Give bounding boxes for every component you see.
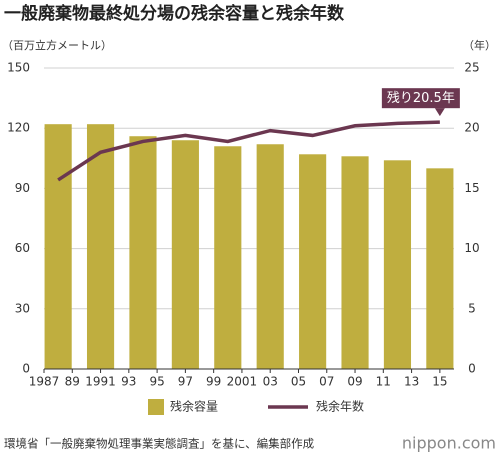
annotation-pointer <box>434 108 445 117</box>
legend-label: 残余年数 <box>316 399 364 414</box>
annotation: 残り20.5年 <box>387 91 455 106</box>
bar <box>341 156 369 369</box>
y-axis-label: （百万立方メートル） <box>2 38 112 52</box>
line <box>57 120 440 182</box>
x-tick-label: 11 <box>376 375 391 389</box>
bar <box>171 140 199 369</box>
x-tick-label: 13 <box>404 375 419 389</box>
y-tick-label: 60 <box>15 241 30 255</box>
y2-axis-label: （年） <box>463 38 496 52</box>
x-tick-label: 05 <box>291 375 306 389</box>
x-tick-label: 03 <box>263 375 278 389</box>
y2-tick-label: 20 <box>464 121 479 135</box>
y2-tick-label: 15 <box>464 181 479 195</box>
bar <box>86 124 115 369</box>
x-tick-label: 89 <box>65 375 80 389</box>
x-tick-label: 07 <box>319 375 334 389</box>
y-tick-label: 30 <box>15 301 30 315</box>
annotation-box <box>381 88 460 109</box>
x-tick-label: 1987 <box>29 375 60 389</box>
x-tick-label: 99 <box>206 375 221 389</box>
y-tick-label: 120 <box>7 121 30 135</box>
bar <box>129 136 157 369</box>
y2-tick-label: 5 <box>468 301 476 315</box>
bar <box>426 168 454 369</box>
bar <box>214 146 242 369</box>
x-tick-label: 93 <box>121 375 136 389</box>
y-tick-label: 0 <box>22 362 30 376</box>
y2-tick-label: 10 <box>464 241 479 255</box>
legend-label: 残余容量 <box>170 399 218 414</box>
x-tick-label: 2001 <box>227 375 258 389</box>
bar <box>383 160 412 369</box>
y-tick-label: 90 <box>15 181 30 195</box>
y2-tick-label: 25 <box>464 61 479 75</box>
bar <box>299 154 327 369</box>
x-tick-label: 95 <box>149 375 164 389</box>
y-tick-label: 150 <box>7 61 30 75</box>
chart-title: 一般廃棄物最終処分場の残余容量と残余年数 <box>4 3 345 24</box>
bar <box>256 144 284 369</box>
x-tick-label: 09 <box>347 375 362 389</box>
bar <box>44 124 72 369</box>
x-tick-label: 97 <box>178 375 193 389</box>
source: 環境省「一般廃棄物処理事業実態調査」を基に、編集部作成 <box>4 437 315 451</box>
x-tick-label: 15 <box>432 375 447 389</box>
y2-tick-label: 0 <box>468 362 476 376</box>
legend-swatch <box>148 399 164 415</box>
x-tick-label: 1991 <box>85 375 116 389</box>
logo: nippon.com <box>402 434 496 453</box>
